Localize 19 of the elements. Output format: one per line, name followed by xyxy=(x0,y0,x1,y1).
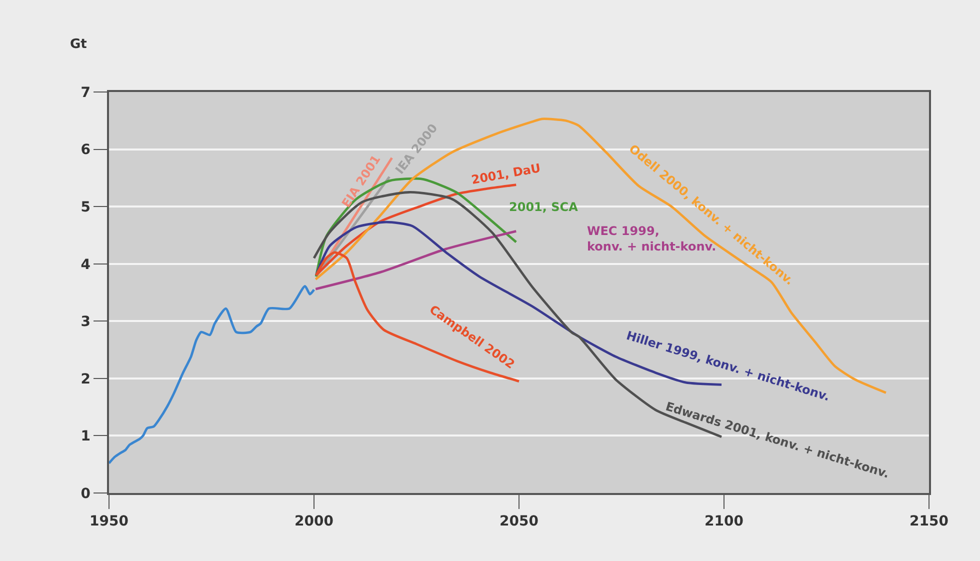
series-label: 2001, SCA xyxy=(509,200,579,214)
y-tick-label: 4 xyxy=(80,256,91,273)
x-tick-label: 2100 xyxy=(704,514,744,530)
x-tick-label: 2000 xyxy=(294,514,334,530)
y-tick-label: 1 xyxy=(80,428,90,445)
text: 2001, DaU xyxy=(470,161,542,187)
y-tick-label: 2 xyxy=(80,371,90,388)
y-tick-label: 5 xyxy=(80,199,90,216)
x-tick-label: 1950 xyxy=(90,514,129,530)
y-tick-label: 6 xyxy=(80,142,90,158)
x-tick-label: 2150 xyxy=(910,514,949,530)
y-axis-title: Gt xyxy=(70,37,87,52)
y-tick-label: 7 xyxy=(80,84,90,101)
y-tick-label: 0 xyxy=(80,486,91,502)
text: WEC 1999, konv. + nicht-konv. xyxy=(587,224,716,254)
y-tick-label: 3 xyxy=(80,314,90,330)
line-series xyxy=(109,285,316,464)
line-series xyxy=(314,230,518,290)
x-tick-label: 2050 xyxy=(500,514,539,530)
